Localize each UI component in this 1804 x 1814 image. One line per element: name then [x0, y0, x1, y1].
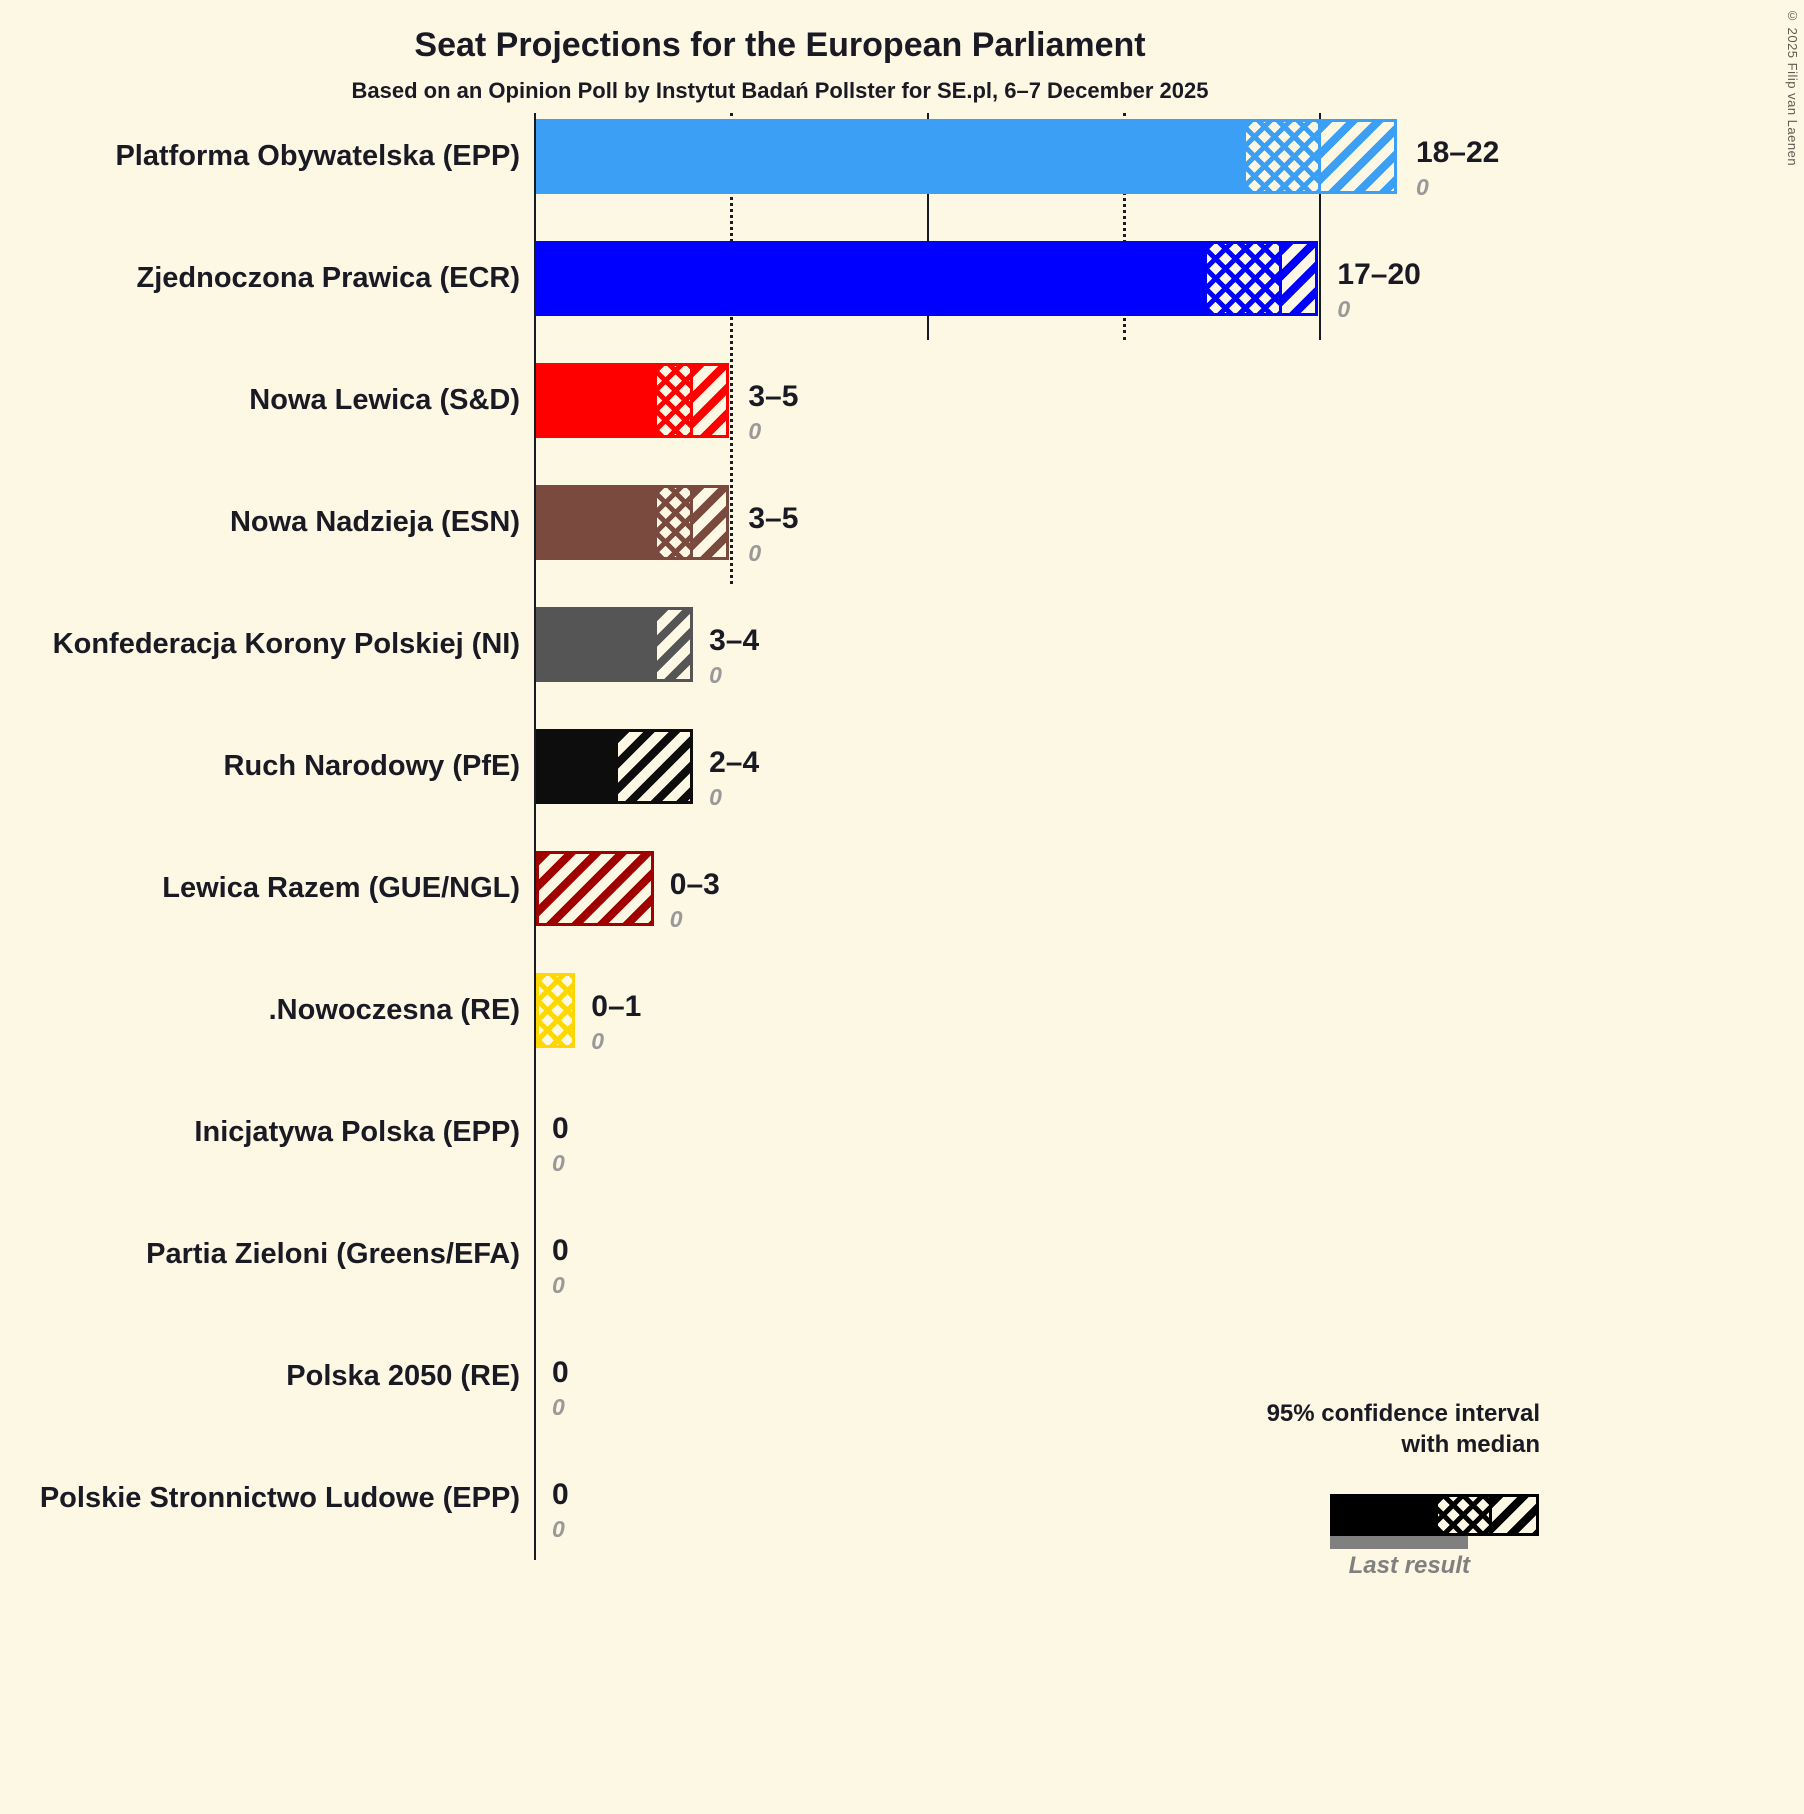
party-label: Platforma Obywatelska (EPP)	[115, 140, 520, 172]
value-block: 3–5 0	[748, 502, 799, 566]
bar-crosshatch-segment	[653, 485, 694, 560]
last-result-label: 0	[552, 1150, 565, 1176]
last-result-label: 0	[709, 662, 722, 688]
bar-diagonal-segment	[690, 485, 730, 560]
seat-bar	[536, 607, 694, 682]
seat-range-label: 18–22	[1415, 136, 1500, 169]
seat-bar	[536, 241, 1319, 316]
party-label: Lewica Razem (GUE/NGL)	[162, 872, 520, 904]
party-label: Inicjatywa Polska (EPP)	[194, 1116, 520, 1148]
bar-diagonal-segment	[690, 363, 730, 438]
party-label: Nowa Nadzieja (ESN)	[229, 506, 520, 538]
bar-solid-segment	[536, 363, 654, 438]
party-label: Nowa Lewica (S&D)	[249, 384, 520, 416]
legend-last-result-label: Last result	[1348, 1552, 1470, 1579]
bar-diagonal-segment	[1318, 119, 1397, 194]
seat-bar	[536, 729, 694, 804]
bar-diagonal-segment	[614, 729, 694, 804]
party-label: Konfederacja Korony Polskiej (NI)	[52, 628, 520, 660]
value-block: 0–3 0	[669, 868, 720, 932]
bar-diagonal-segment	[653, 607, 694, 682]
party-label: .Nowoczesna (RE)	[268, 994, 520, 1026]
last-result-label: 0	[709, 784, 722, 810]
seat-range-label: 0–1	[591, 990, 642, 1023]
last-result-label: 0	[669, 906, 683, 932]
legend-crosshatch-segment	[1435, 1494, 1492, 1536]
seat-bar	[536, 363, 730, 438]
last-result-label: 0	[552, 1272, 565, 1298]
seat-range-label: 3–5	[748, 502, 799, 535]
copyright-notice: © 2025 Filip van Laenen	[1785, 8, 1800, 167]
value-block: 18–22 0	[1415, 136, 1500, 200]
last-result-label: 0	[1415, 174, 1429, 200]
bar-crosshatch-segment	[653, 363, 694, 438]
seat-range-label: 2–4	[709, 746, 760, 779]
y-axis-line	[534, 113, 536, 1560]
chart-title: Seat Projections for the European Parlia…	[414, 26, 1146, 64]
chart-subtitle: Based on an Opinion Poll by Instytut Bad…	[351, 78, 1209, 103]
bar-solid-segment	[536, 119, 1243, 194]
value-block: 17–20 0	[1337, 258, 1421, 322]
party-label: Ruch Narodowy (PfE)	[223, 750, 520, 782]
value-block: 3–5 0	[748, 380, 799, 444]
seat-bar	[536, 851, 654, 926]
last-result-label: 0	[552, 1394, 565, 1420]
last-result-label: 0	[591, 1028, 605, 1054]
legend-solid-segment	[1330, 1494, 1435, 1536]
legend-line-1: 95% confidence interval	[1266, 1400, 1540, 1427]
bar-crosshatch-segment	[536, 973, 576, 1048]
seat-bar	[536, 119, 1397, 194]
legend-title: 95% confidence interval with median	[940, 1398, 1540, 1460]
legend-line-2: with median	[1401, 1431, 1540, 1458]
party-label: Partia Zieloni (Greens/EFA)	[146, 1238, 520, 1270]
last-result-label: 0	[1337, 296, 1351, 322]
seat-range-label: 0	[552, 1112, 569, 1145]
bar-diagonal-segment	[1279, 241, 1319, 316]
last-result-label: 0	[748, 418, 762, 444]
value-block: 2–4 0	[709, 746, 760, 810]
seat-range-label: 0	[552, 1356, 569, 1389]
legend-confidence-bar	[1330, 1494, 1539, 1536]
last-result-label: 0	[552, 1516, 565, 1542]
x-gridline-solid	[926, 113, 929, 340]
bar-solid-segment	[536, 485, 654, 560]
bar-crosshatch-segment	[1203, 241, 1283, 316]
bar-solid-segment	[536, 607, 654, 682]
legend-last-result-bar	[1330, 1536, 1468, 1549]
legend-diagonal-segment	[1489, 1494, 1539, 1536]
value-block: 3–4 0	[709, 624, 760, 688]
bar-crosshatch-segment	[1242, 119, 1322, 194]
seat-range-label: 3–4	[709, 624, 760, 657]
seat-bar	[536, 485, 730, 560]
party-label: Polska 2050 (RE)	[286, 1360, 520, 1392]
x-gridline-dotted	[729, 113, 733, 584]
party-label: Zjednoczona Prawica (ECR)	[136, 262, 520, 294]
last-result-label: 0	[748, 540, 762, 566]
seat-range-label: 0–3	[669, 868, 720, 901]
x-gridline-solid	[1319, 113, 1322, 340]
seat-range-label: 3–5	[748, 380, 799, 413]
seat-range-label: 17–20	[1337, 258, 1421, 291]
value-block: 0–1 0	[591, 990, 642, 1054]
seat-bar	[536, 973, 576, 1048]
bar-solid-segment	[536, 729, 615, 804]
bar-diagonal-segment	[536, 851, 654, 926]
seat-range-label: 0	[552, 1478, 569, 1511]
party-label: Polskie Stronnictwo Ludowe (EPP)	[39, 1482, 520, 1514]
bar-solid-segment	[536, 241, 1204, 316]
x-gridline-dotted	[1122, 113, 1126, 340]
seat-range-label: 0	[552, 1234, 569, 1267]
